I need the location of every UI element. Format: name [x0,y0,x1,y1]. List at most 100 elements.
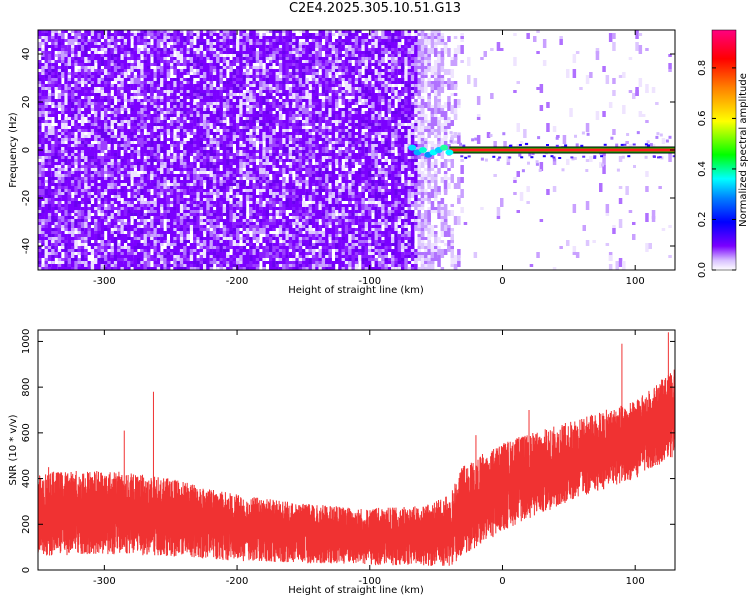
heatmap-cell [285,222,289,225]
heatmap-cell [216,210,220,219]
heatmap-cell [252,192,256,195]
heatmap-cell [229,186,233,189]
heatmap-cell [133,129,138,138]
heatmap-cell [113,30,118,36]
heatmap-cell [117,243,121,246]
heatmap-cell [64,45,68,54]
heatmap-cell [38,234,42,240]
heatmap-cell [288,111,293,120]
heatmap-cell [186,96,190,99]
heatmap-cell [295,84,299,87]
heatmap-cell [298,159,303,162]
heatmap-cell [295,69,299,72]
heatmap-cell [57,81,62,84]
heatmap-cell [87,33,91,36]
heatmap-cell [130,84,134,87]
heatmap-cell [232,165,237,168]
heatmap-cell [183,69,187,75]
heatmap-cell [71,219,75,222]
heatmap-cell [209,48,214,51]
heatmap-cell [160,213,164,216]
heatmap-cell [226,66,230,69]
heatmap-cell [117,105,121,108]
heatmap-cell [166,36,171,39]
heatmap-cell [146,84,151,93]
heatmap-cell [113,96,118,99]
heatmap-cell [288,78,293,81]
heatmap-cell [38,267,42,270]
heatmap-cell [140,51,144,54]
heatmap-cell [57,183,62,186]
heatmap-cell [97,156,101,159]
heatmap-cell [57,84,62,87]
heatmap-cell [259,168,263,171]
heatmap-cell [51,36,55,39]
heatmap-cell [193,93,197,96]
heatmap-cell [54,87,58,90]
heatmap-cell [278,45,283,48]
heatmap-cell [278,174,283,177]
heatmap-cell [100,111,105,120]
heatmap-cell [259,135,263,138]
heatmap-cell [272,264,276,267]
heatmap-cell [196,210,200,213]
heatmap-cell [183,120,187,123]
heatmap-cell [196,216,200,219]
heatmap-cell [278,42,283,45]
heatmap-cell [186,204,190,207]
heatmap-cell [239,237,243,240]
heatmap-cell [64,93,68,99]
heatmap-cell [67,171,72,177]
heatmap-cell [252,177,256,180]
heatmap-cell [97,207,101,210]
heatmap-cell [209,51,214,54]
heatmap-cell [239,78,243,81]
heatmap-cell [298,267,303,270]
heatmap-cell [212,204,217,207]
heatmap-cell [292,195,296,198]
heatmap-cell [47,264,52,267]
heatmap-cell [288,54,293,57]
heatmap-cell [107,222,111,225]
heatmap-cell [153,231,157,237]
heatmap-cell [203,246,207,249]
heatmap-cell [117,216,121,219]
heatmap-cell [176,198,181,207]
heatmap-cell [285,144,289,147]
heatmap-cell [186,261,190,267]
heatmap-cell [107,54,111,57]
heatmap-cell [130,243,134,249]
heatmap-cell [110,201,115,204]
heatmap-cell [242,45,247,54]
heatmap-cell [170,243,174,246]
heatmap-cell [259,222,263,231]
heatmap-cell [288,219,293,222]
heatmap-cell [242,264,247,267]
heatmap-cell [265,45,270,48]
heatmap-cell [127,228,131,231]
heatmap-cell [143,204,148,210]
heatmap-cell [206,234,210,237]
heatmap-cell [107,105,111,108]
heatmap-cell [282,192,286,195]
heatmap-cell [150,93,154,96]
heatmap-cell [219,96,223,105]
heatmap-cell [110,138,115,141]
heatmap-cell [137,102,141,108]
heatmap-cell [232,84,237,93]
heatmap-cell [84,168,88,174]
heatmap-cell [259,228,263,234]
heatmap-cell [236,135,240,138]
heatmap-cell [199,105,204,108]
heatmap-cell [54,144,58,147]
heatmap-cell [113,255,118,264]
heatmap-cell [282,111,286,114]
heatmap-cell [186,129,190,132]
heatmap-cell [292,123,296,129]
heatmap-cell [110,267,115,270]
heatmap-cell [90,264,95,270]
heatmap-cell [133,258,138,261]
heatmap-cell [229,147,233,153]
heatmap-cell [140,114,144,123]
heatmap-cell [153,210,157,213]
